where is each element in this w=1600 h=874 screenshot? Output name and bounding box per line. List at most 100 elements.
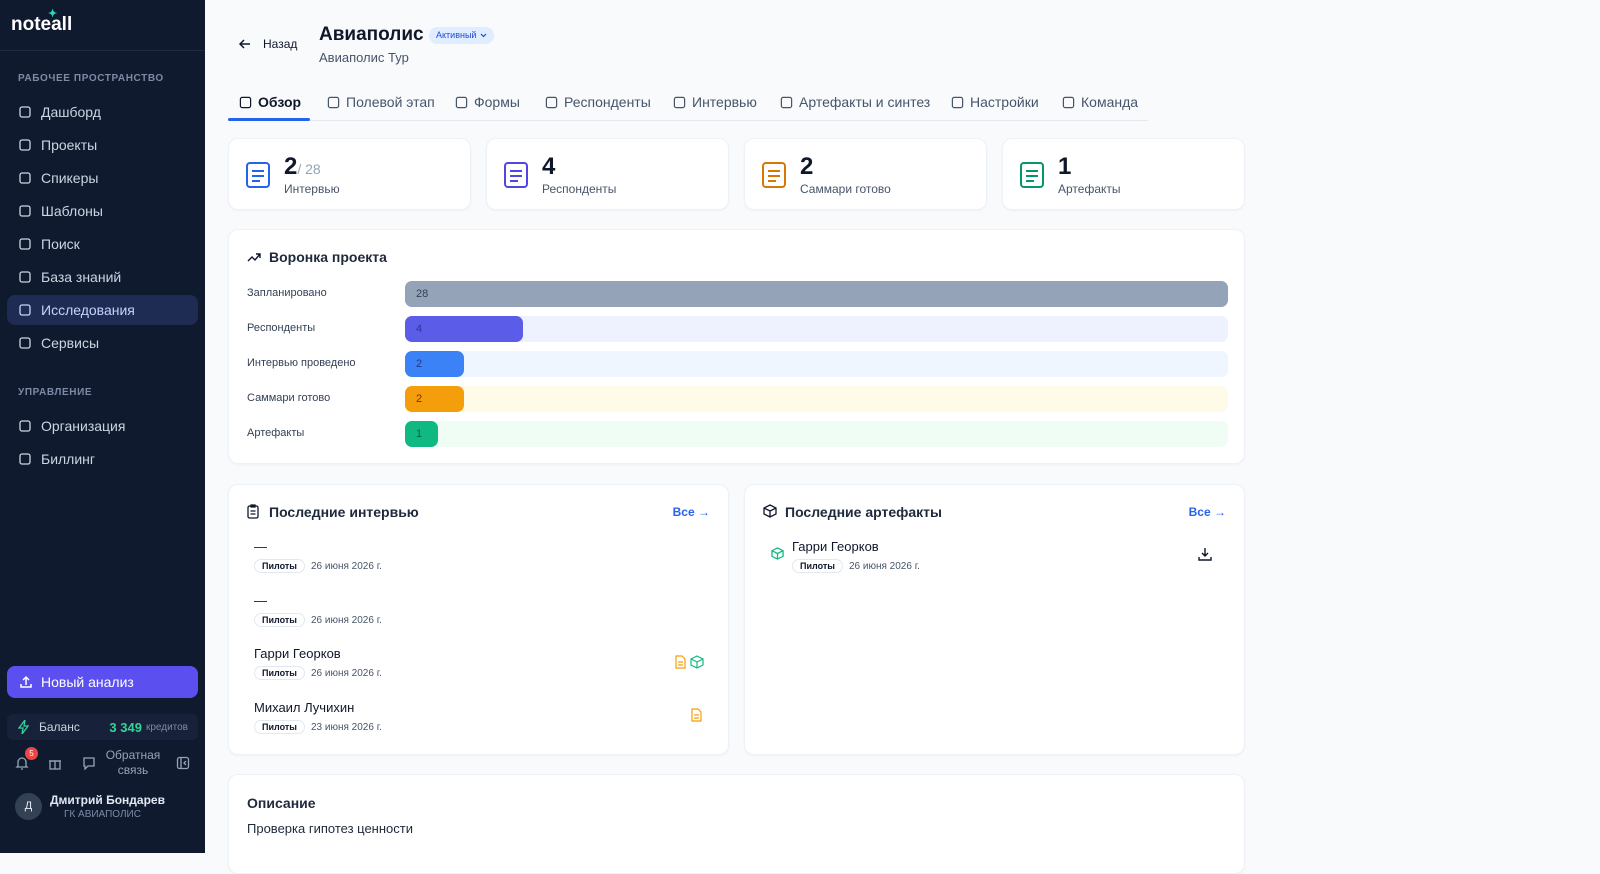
item-meta: Пилоты 23 июня 2026 г. [254, 717, 382, 735]
notification-badge: 5 [25, 747, 38, 760]
active-tab-indicator [228, 118, 310, 121]
avatar[interactable]: Д [15, 793, 42, 820]
status-label: Активный [436, 30, 477, 40]
list-item[interactable]: Гарри Георков Пилоты 26 июня 2026 г. [254, 646, 382, 681]
back-button[interactable]: Назад [239, 37, 297, 51]
tab[interactable]: Артефакты и синтез [780, 94, 930, 110]
tab[interactable]: Настройки [951, 94, 1039, 110]
list-item[interactable]: Гарри Георков Пилоты 26 июня 2026 г. [792, 539, 920, 574]
recent-artifacts-card: Последние артефакты Все → Гарри Георков П… [744, 484, 1245, 755]
card-title: Последние интервью [269, 504, 419, 520]
list-item[interactable]: Михаил Лучихин Пилоты 23 июня 2026 г. [254, 700, 382, 735]
nav-item[interactable]: Организация [7, 411, 198, 441]
card-title: Последние артефакты [785, 504, 942, 520]
trend-icon [247, 253, 261, 262]
item-date: 26 июня 2026 г. [310, 614, 382, 626]
collapse-icon[interactable] [176, 756, 190, 770]
nav-label: Сервисы [41, 335, 100, 351]
balance-unit: кредитов [145, 721, 188, 733]
tab[interactable]: Команда [1062, 94, 1138, 110]
item-name: — [254, 539, 267, 554]
tab-label: Интервью [692, 94, 757, 110]
nav-item[interactable]: Спикеры [7, 163, 198, 193]
tabs-border [228, 120, 1148, 121]
artifact-icon [771, 547, 784, 560]
item-tag: Пилоты [254, 666, 305, 680]
project-title: Авиаполис [319, 24, 424, 45]
nav-item[interactable]: Поиск [7, 229, 198, 259]
stat-number: 1 [1058, 153, 1072, 180]
stat-label: Респонденты [542, 182, 617, 196]
download-button[interactable] [1198, 547, 1212, 561]
button-label: Новый анализ [41, 674, 134, 690]
stat-total: / 28 [297, 161, 321, 177]
box-icon [763, 504, 777, 518]
funnel-bar: 1 [405, 421, 438, 447]
item-date: 23 июня 2026 г. [310, 721, 382, 733]
funnel-card: Воронка проекта Запланировано 28 Респонден… [228, 229, 1245, 464]
funnel-track: 1 [405, 421, 1228, 447]
nav-item[interactable]: Исследования [7, 295, 198, 325]
item-meta: Пилоты 26 июня 2026 г. [254, 556, 382, 574]
list-item[interactable]: — Пилоты 26 июня 2026 г. [254, 539, 382, 574]
all-link[interactable]: Все → [1188, 505, 1226, 519]
summary-icon [691, 708, 702, 722]
nav-item[interactable]: Проекты [7, 130, 198, 160]
stat-card: 4 Респонденты [486, 138, 729, 210]
nav-item[interactable]: Дашборд [7, 97, 198, 127]
funnel-label: Артефакты [247, 427, 305, 439]
gift-icon[interactable] [48, 756, 62, 770]
item-name: — [254, 592, 267, 608]
nav-label: База знаний [41, 269, 122, 285]
nav-label: Биллинг [41, 451, 96, 467]
tab[interactable]: Формы [455, 94, 520, 110]
logo[interactable]: noteall ✦ [11, 8, 72, 36]
funnel-label: Респонденты [247, 322, 316, 334]
tab[interactable]: Респонденты [545, 94, 651, 110]
item-date: 26 июня 2026 г. [310, 561, 382, 572]
nav-label: Дашборд [41, 104, 101, 120]
section-title: РАБОЧЕЕ ПРОСТРАНСТВО [18, 73, 164, 84]
tab[interactable]: Интервью [673, 94, 757, 110]
nav-item[interactable]: Шаблоны [7, 196, 198, 226]
funnel-bar: 28 [405, 281, 1228, 307]
tab-label: Респонденты [564, 94, 651, 110]
item-date: 26 июня 2026 г. [848, 561, 920, 572]
item-tag: Пилоты [254, 719, 305, 734]
section-title: УПРАВЛЕНИЕ [18, 387, 93, 398]
stat-number: 2 [800, 153, 814, 180]
stat-value: 4 [542, 153, 555, 181]
tab[interactable]: Полевой этап [327, 94, 435, 110]
bell-icon[interactable] [15, 756, 29, 770]
nav-item[interactable]: Сервисы [7, 328, 198, 358]
tab-label: Формы [474, 94, 520, 110]
nav-item[interactable]: Биллинг [7, 444, 198, 474]
nav-item[interactable]: База знаний [7, 262, 198, 292]
nav-label: Поиск [41, 236, 80, 252]
status-badge[interactable]: Активный [429, 27, 495, 44]
stat-label: Артефакты [1058, 182, 1121, 196]
item-name: Гарри Георков [792, 539, 879, 554]
feedback-icon[interactable] [82, 756, 96, 770]
sidebar: noteall ✦ РАБОЧЕЕ ПРОСТРАНСТВО Дашборд Про… [0, 0, 205, 853]
list-item[interactable]: — Пилоты 26 июня 2026 г. [254, 593, 382, 628]
user-org: ГК АВИАПОЛИС [64, 809, 141, 820]
stat-card: 2/ 28 Интервью [228, 138, 471, 210]
page: noteall ✦ РАБОЧЕЕ ПРОСТРАНСТВО Дашборд Про… [0, 0, 1245, 874]
tab[interactable]: Обзор [239, 94, 301, 110]
all-link[interactable]: Все → [672, 505, 710, 519]
tab-label: Полевой этап [346, 94, 435, 110]
funnel-bar: 2 [405, 386, 464, 412]
stat-number: 4 [542, 153, 556, 180]
balance-label: Баланс [39, 720, 80, 734]
funnel-label: Саммари готово [247, 392, 331, 404]
item-name: Гарри Георков [254, 646, 341, 661]
balance: Баланс 3 349 кредитов [7, 714, 198, 740]
funnel-track: 28 [405, 281, 1228, 307]
description-card: Описание Проверка гипотез ценности [228, 774, 1245, 874]
new-analysis-button[interactable]: Новый анализ [7, 666, 198, 698]
user-name: Дмитрий Бондарев [50, 793, 165, 807]
item-icons [675, 655, 704, 669]
feedback-link[interactable]: Обратная связь [105, 748, 161, 777]
description-text: Проверка гипотез ценности [247, 821, 413, 836]
